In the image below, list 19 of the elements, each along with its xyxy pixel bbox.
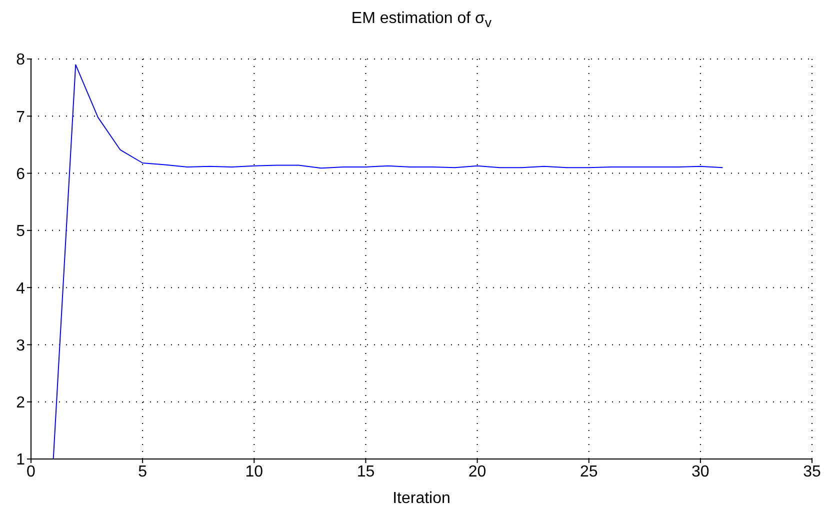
x-axis-title: Iteration xyxy=(392,490,450,507)
x-tick-label: 0 xyxy=(26,463,36,480)
chart-title: EM estimation of σ$_{v}$ xyxy=(350,10,493,30)
y-tick-label: 4 xyxy=(16,280,26,298)
y-tick-label: 7 xyxy=(16,108,26,126)
y-tick-label: 5 xyxy=(16,223,26,240)
y-tick-label: 6 xyxy=(16,166,26,183)
y-tick-label: 3 xyxy=(16,337,26,354)
line-series xyxy=(52,64,724,459)
x-tick-label: 20 xyxy=(468,463,486,480)
x-tick-label: 25 xyxy=(580,463,598,480)
y-tick-label: 1 xyxy=(16,452,26,469)
x-tick-label: 10 xyxy=(245,463,264,480)
y-tick-label: 8 xyxy=(16,52,26,69)
y-tick-label: 2 xyxy=(16,394,26,412)
x-tick-label: 30 xyxy=(692,463,710,480)
x-tick-label: 35 xyxy=(803,463,821,480)
x-tick-label: 5 xyxy=(138,463,148,480)
x-tick-label: 15 xyxy=(356,463,375,480)
